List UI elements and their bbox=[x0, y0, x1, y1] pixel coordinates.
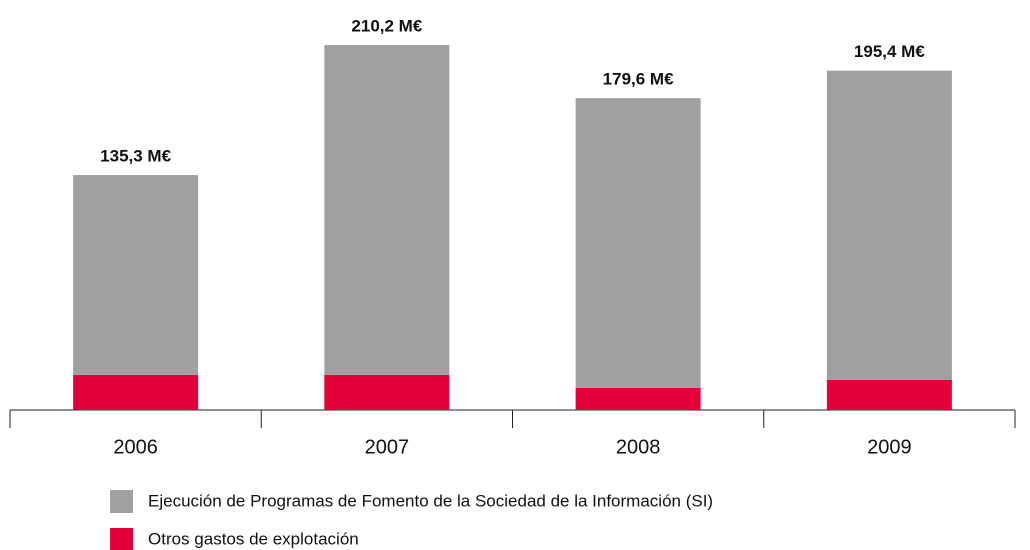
x-tick-label: 2008 bbox=[616, 436, 661, 458]
total-label: 179,6 M€ bbox=[603, 70, 674, 89]
total-label: 210,2 M€ bbox=[351, 16, 422, 35]
legend-label: Otros gastos de explotación bbox=[148, 529, 359, 548]
bar-segment bbox=[73, 374, 199, 410]
x-tick-label: 2007 bbox=[365, 436, 410, 458]
x-tick-label: 2006 bbox=[113, 436, 158, 458]
bar-segment bbox=[73, 175, 199, 375]
x-tick-label: 2009 bbox=[867, 436, 912, 458]
bar-segment bbox=[826, 70, 952, 380]
legend-label: Ejecución de Programas de Fomento de la … bbox=[148, 491, 713, 510]
bar-segment bbox=[826, 379, 952, 410]
bar-segment bbox=[324, 45, 450, 375]
bar-segment bbox=[575, 98, 701, 388]
total-label: 135,3 M€ bbox=[100, 147, 171, 166]
bar-segment bbox=[324, 374, 450, 410]
bar-segment bbox=[575, 387, 701, 410]
legend-swatch bbox=[110, 490, 133, 513]
legend-swatch bbox=[110, 528, 133, 550]
total-label: 195,4 M€ bbox=[854, 42, 925, 61]
